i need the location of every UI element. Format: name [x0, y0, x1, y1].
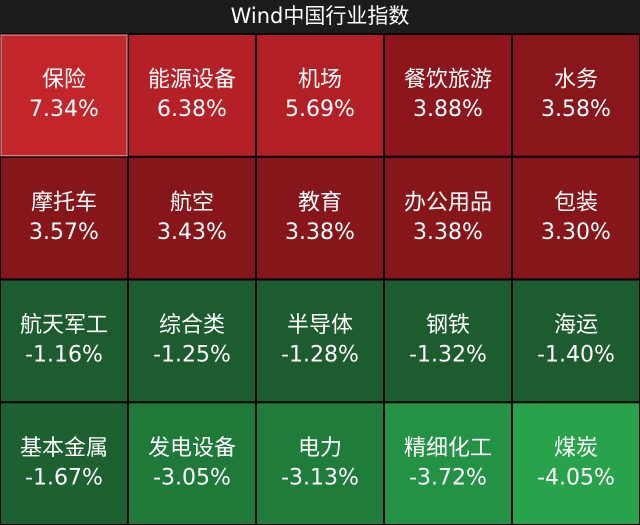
- cell-label: 机场: [298, 68, 342, 93]
- cell-value: 3.38%: [413, 220, 483, 245]
- cell-value: -1.32%: [409, 343, 487, 368]
- heat-cell: [257, 35, 383, 156]
- cell-value: -1.16%: [25, 343, 103, 368]
- cell-label: 摩托车: [31, 190, 97, 215]
- cell-value: 7.34%: [29, 97, 99, 122]
- heat-cell: [385, 157, 511, 279]
- cell-value: 5.69%: [285, 97, 355, 122]
- heat-cell: [513, 157, 639, 279]
- heat-cell: [257, 157, 383, 279]
- heat-cell: [129, 157, 255, 279]
- heat-cell: [385, 403, 511, 524]
- cell-value: -3.05%: [153, 465, 231, 490]
- heat-cell: [513, 280, 639, 402]
- heat-cell: [1, 403, 127, 524]
- cell-label: 航空: [170, 190, 214, 215]
- cell-value: 3.88%: [413, 97, 483, 122]
- cell-label: 半导体: [287, 313, 353, 338]
- heat-cell: [129, 35, 255, 156]
- cell-label: 基本金属: [20, 436, 108, 461]
- cell-label: 航天军工: [20, 313, 108, 338]
- cell-value: -4.05%: [537, 465, 615, 490]
- cell-value: -1.25%: [153, 343, 231, 368]
- cell-value: -1.67%: [25, 465, 103, 490]
- cell-value: -3.72%: [409, 465, 487, 490]
- cell-label: 精细化工: [404, 436, 492, 461]
- cell-value: 6.38%: [157, 97, 227, 122]
- chart-title: Wind中国行业指数: [231, 4, 410, 28]
- heat-cell: [1, 157, 127, 279]
- heat-cell: [0, 34, 128, 157]
- heat-cell: [385, 280, 511, 402]
- heat-cell: [513, 35, 639, 156]
- cell-label: 包装: [554, 190, 598, 215]
- cell-value: 3.30%: [541, 220, 611, 245]
- heat-cell: [385, 35, 511, 156]
- heat-cell: [129, 280, 255, 402]
- cell-label: 电力: [298, 436, 342, 461]
- cell-value: -1.28%: [281, 343, 359, 368]
- cell-value: 3.57%: [29, 220, 99, 245]
- cell-label: 办公用品: [404, 190, 492, 215]
- title-bar: [0, 0, 640, 33]
- cell-label: 保险: [42, 68, 86, 93]
- heat-cell: [129, 403, 255, 524]
- cell-label: 教育: [298, 190, 342, 215]
- heat-cell: [1, 280, 127, 402]
- cell-label: 煤炭: [554, 436, 598, 461]
- cell-value: -1.40%: [537, 343, 615, 368]
- cell-value: 3.38%: [285, 220, 355, 245]
- heat-cell: [257, 280, 383, 402]
- cell-label: 能源设备: [148, 68, 236, 93]
- cell-label: 钢铁: [426, 313, 470, 338]
- cell-label: 餐饮旅游: [404, 68, 492, 93]
- cell-value: 3.43%: [157, 220, 227, 245]
- cell-value: -3.13%: [281, 465, 359, 490]
- cell-label: 水务: [554, 68, 598, 93]
- cell-label: 海运: [554, 313, 598, 338]
- heat-cell: [257, 403, 383, 524]
- cell-value: 3.58%: [541, 97, 611, 122]
- cell-label: 综合类: [159, 313, 225, 338]
- cell-label: 发电设备: [148, 436, 236, 461]
- heat-cell: [513, 403, 639, 524]
